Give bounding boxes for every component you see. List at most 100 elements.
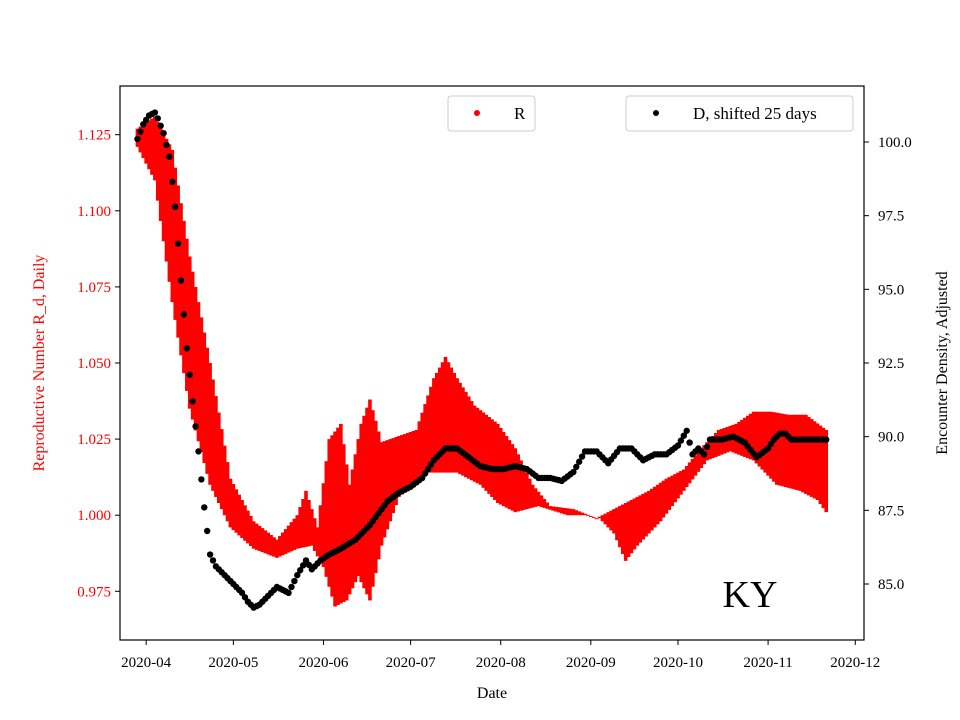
r-band-bar: [557, 507, 561, 513]
r-band-bar: [548, 506, 552, 510]
r-band-bar: [466, 396, 471, 479]
r-band-bar: [461, 387, 465, 476]
r-band-bar: [225, 462, 230, 522]
r-band-bar: [594, 518, 599, 520]
r-band-bar: [397, 436, 401, 497]
r-band-bar: [283, 529, 288, 554]
r-band-bar: [760, 411, 765, 470]
r-band-bar: [716, 429, 721, 456]
r-band-bar: [798, 414, 802, 491]
r-band-bar: [394, 437, 398, 506]
r-band-bar: [539, 495, 544, 507]
r-band-bar: [603, 513, 608, 525]
d-point: [674, 442, 682, 449]
x-tick-label: 2020-05: [208, 655, 258, 671]
r-band-bar: [434, 372, 439, 473]
r-band-bar: [490, 419, 494, 497]
r-band-bar: [812, 421, 817, 499]
r-band-bar: [158, 127, 163, 221]
r-band-bar: [693, 455, 698, 476]
r-band-bar: [496, 423, 500, 504]
r-band-bar: [292, 518, 297, 550]
r-band-bar: [673, 474, 677, 503]
r-band-bar: [190, 271, 195, 420]
r-band-bar: [667, 477, 672, 510]
x-tick-label: 2020-08: [476, 655, 526, 671]
r-band-bar: [772, 412, 776, 482]
d-point: [575, 458, 583, 465]
r-band-bar: [176, 185, 180, 338]
r-band-bar: [629, 499, 634, 554]
r-band-bar: [533, 488, 538, 507]
r-band-bar: [371, 410, 375, 587]
r-band-bar: [751, 411, 756, 461]
r-band-bar: [536, 491, 541, 507]
r-band-bar: [254, 523, 259, 550]
r-band-bar: [359, 423, 364, 583]
d-point: [180, 311, 188, 318]
r-band-bar: [809, 419, 814, 497]
legend-d-box: [625, 95, 854, 132]
r-band-bar: [684, 465, 689, 488]
d-point: [163, 141, 170, 149]
d-point: [189, 398, 196, 405]
r-band-bar: [583, 513, 587, 516]
r-band-bar: [379, 442, 384, 546]
y-right-tick-label: 87.5: [878, 503, 904, 519]
d-point: [151, 109, 159, 116]
d-point: [172, 203, 179, 211]
r-band-bar: [150, 118, 154, 175]
d-point: [160, 129, 167, 137]
r-band-bar: [280, 532, 285, 556]
r-band-bar: [464, 391, 468, 478]
d-point: [169, 178, 176, 185]
r-band-bar: [743, 417, 747, 457]
r-band-bar: [251, 521, 256, 549]
r-band-bar: [623, 503, 628, 561]
r-band-bar: [353, 454, 358, 583]
r-band-bar: [405, 433, 410, 490]
r-band-bar: [400, 435, 404, 495]
r-band-bar: [403, 434, 407, 493]
r-band-bar: [481, 412, 486, 488]
r-band-bar: [775, 412, 779, 485]
r-band-bar: [214, 396, 218, 497]
x-tick-label: 2020-10: [653, 655, 703, 671]
r-band-bar: [687, 462, 692, 484]
r-band-bar: [234, 489, 239, 533]
r-band-bar: [391, 438, 395, 514]
y-right-axis-label: Encounter Density, Adjusted: [934, 271, 951, 454]
d-point: [677, 437, 685, 444]
r-band-bar: [696, 451, 701, 472]
r-band-bar: [417, 421, 422, 480]
legend-d: D, shifted 25 days: [625, 95, 854, 132]
r-band-bar: [690, 458, 695, 480]
r-band-bar: [327, 439, 332, 587]
d-point: [288, 583, 295, 591]
r-band-bar: [699, 448, 704, 469]
r-series-band: [135, 116, 829, 607]
y-right-tick-label: 85.0: [878, 577, 904, 593]
r-band-bar: [469, 401, 474, 481]
r-band-bar: [246, 510, 250, 544]
d-point: [166, 153, 173, 160]
d-point: [157, 122, 164, 129]
d-point: [683, 427, 690, 434]
r-band-bar: [516, 454, 520, 512]
r-band-bar: [652, 486, 657, 528]
d-point: [203, 527, 211, 535]
d-point: [206, 551, 214, 558]
r-band-bar: [472, 405, 477, 482]
r-band-bar: [705, 442, 709, 461]
r-band-bar: [147, 120, 151, 170]
r-band-bar: [664, 478, 669, 514]
r-band-bar: [452, 372, 457, 473]
r-band-bar: [487, 417, 491, 494]
d-point: [177, 277, 185, 284]
r-band-bar: [507, 440, 512, 510]
r-band-bar: [679, 471, 683, 495]
r-band-bar: [344, 464, 349, 601]
d-point: [134, 135, 141, 143]
r-band-bar: [330, 435, 334, 597]
r-band-bar: [574, 510, 579, 516]
